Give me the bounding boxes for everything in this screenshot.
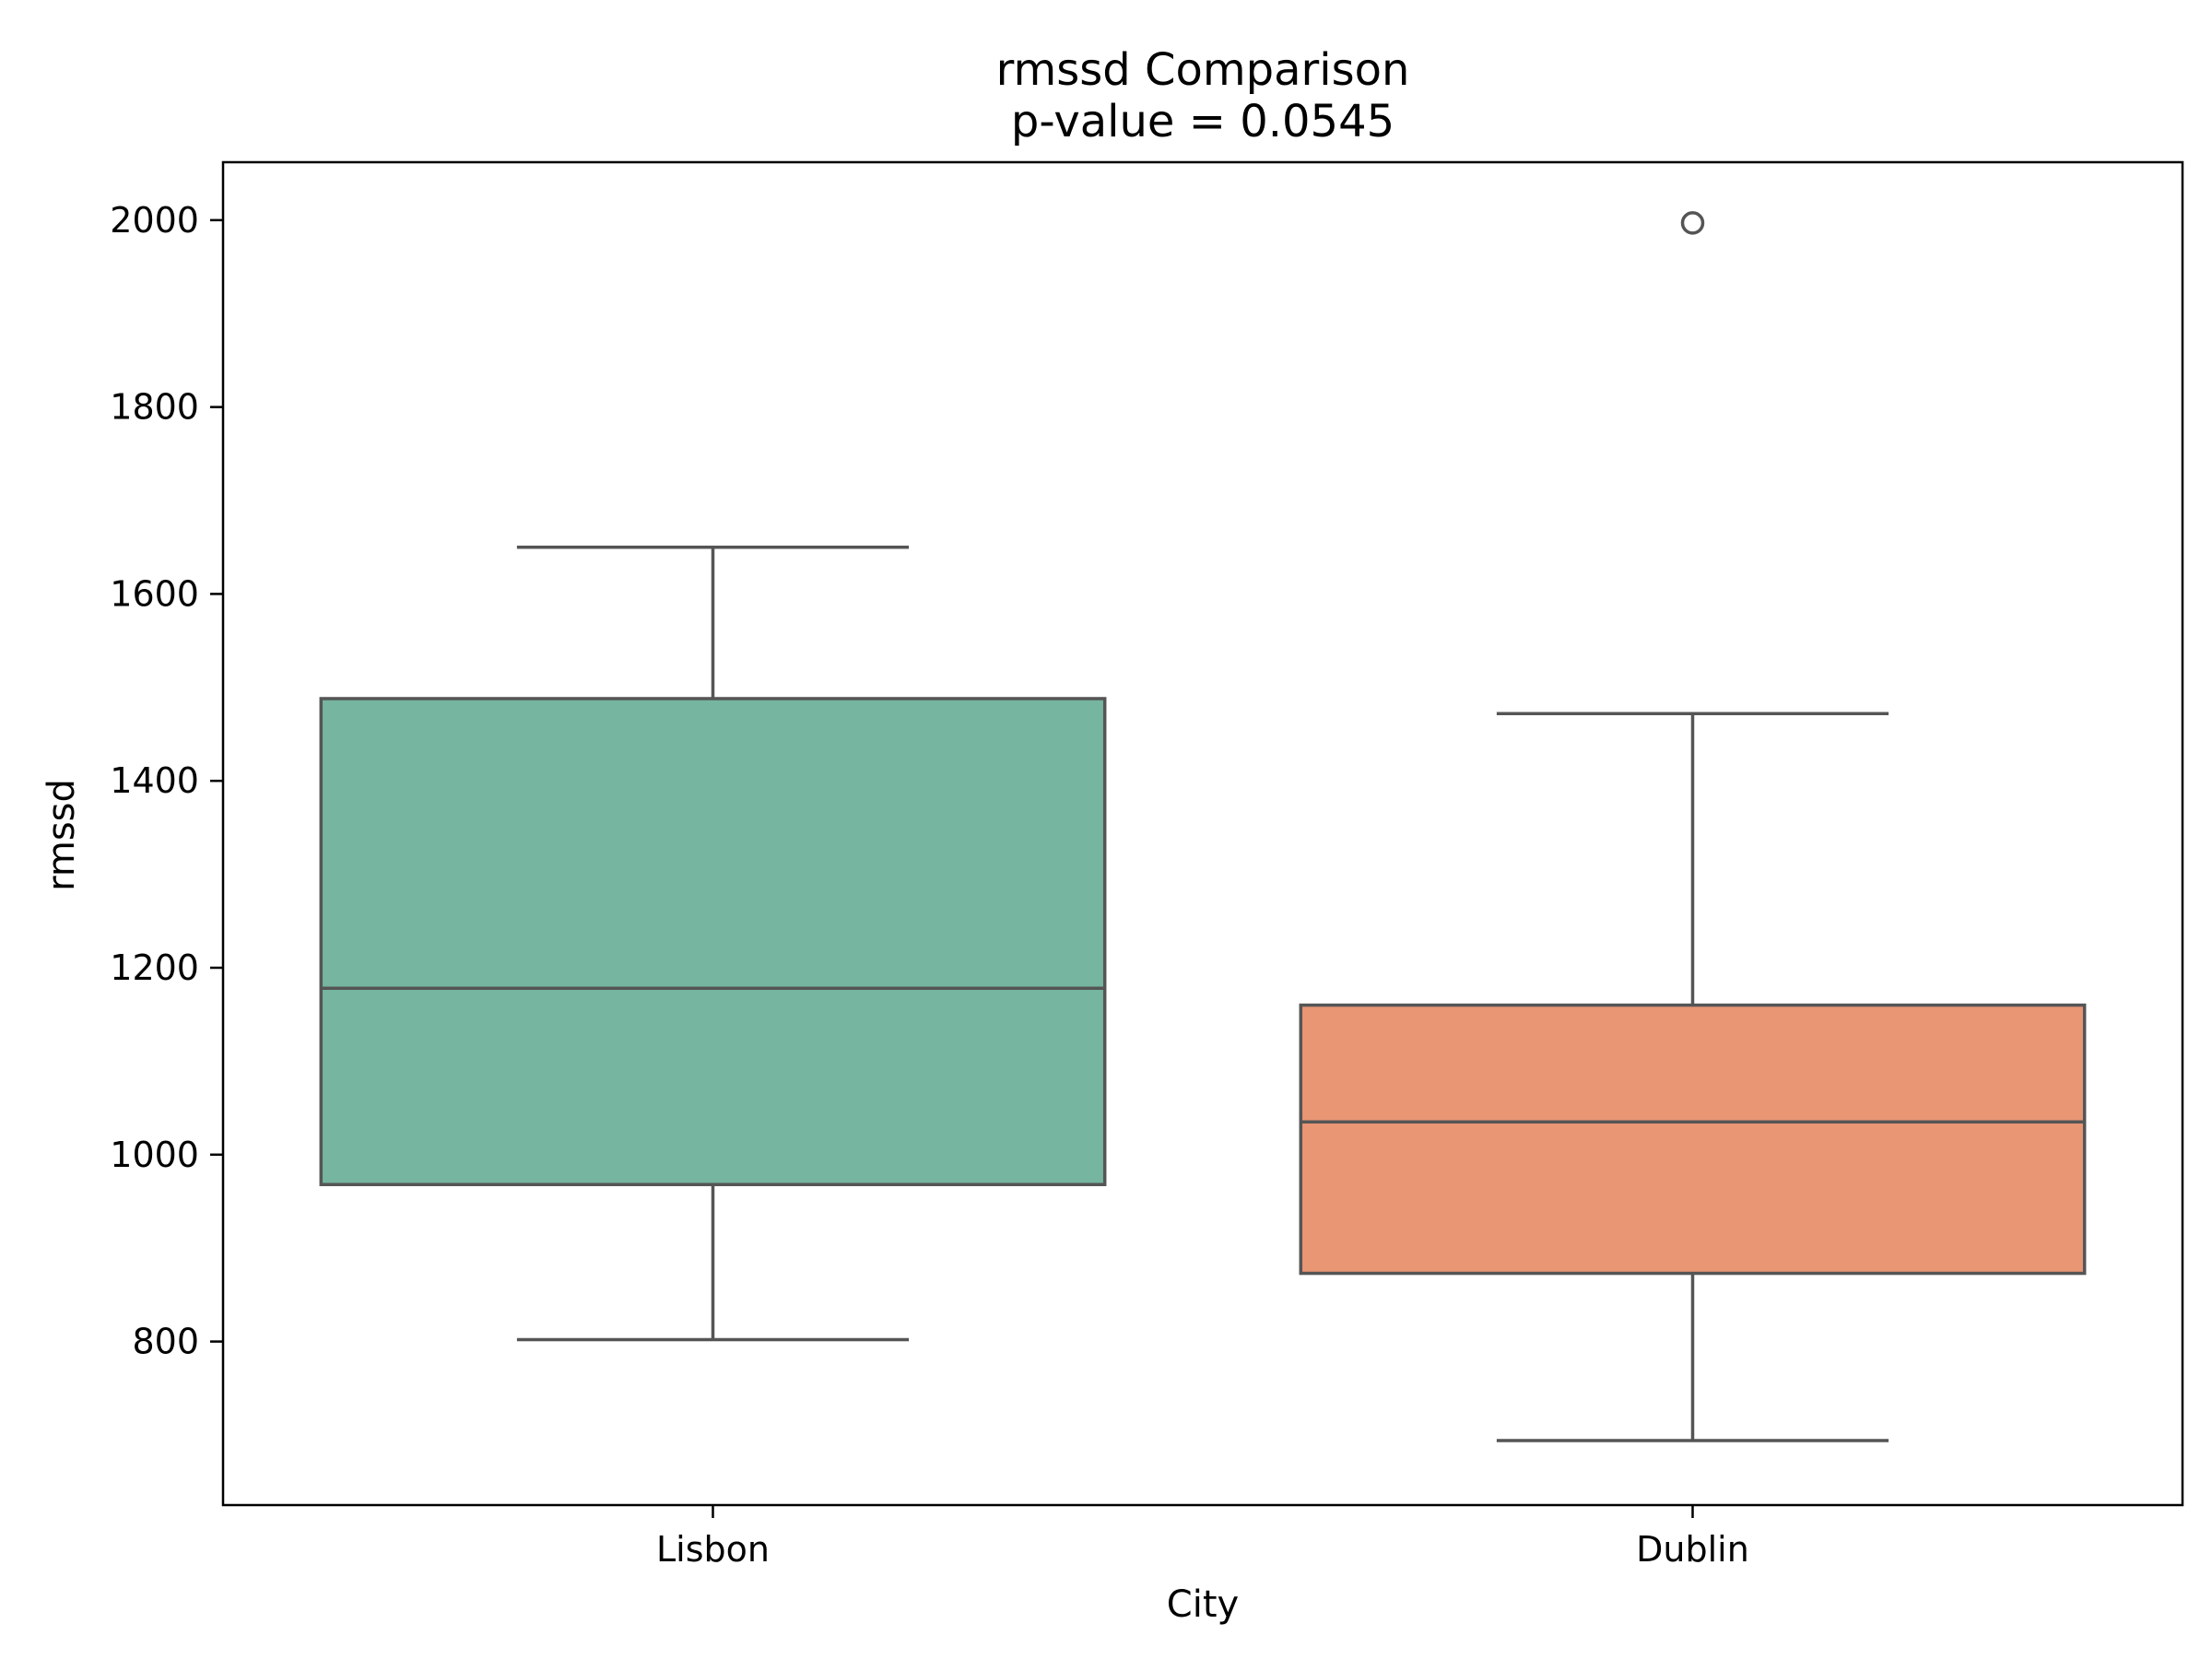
chart-title: rmssd Comparison (996, 44, 1410, 96)
y-tick-label: 1400 (110, 760, 199, 801)
y-tick-label: 1600 (110, 573, 199, 614)
iqr-box (1299, 1003, 2087, 1276)
y-tick-label: 2000 (110, 200, 199, 241)
y-tick-label: 1000 (110, 1135, 199, 1175)
x-tick-label: Lisbon (656, 1529, 770, 1570)
boxes-layer (319, 211, 2087, 1442)
y-tick-label: 1200 (110, 947, 199, 988)
box-group-dublin (1299, 211, 2087, 1442)
outlier-point (1680, 211, 1705, 235)
x-tick-label: Dublin (1636, 1529, 1749, 1570)
iqr-box (319, 697, 1107, 1186)
plot-frame (221, 160, 2184, 1507)
x-axis-ticks: Lisbon Dublin (656, 1505, 1749, 1570)
y-axis-label: rmssd (41, 779, 83, 891)
x-axis-label: City (1167, 1583, 1239, 1626)
y-axis-ticks: 800 1000 1200 1400 1600 1800 2000 (110, 200, 223, 1362)
chart-subtitle: p-value = 0.0545 (1011, 96, 1394, 147)
box-group-lisbon (319, 545, 1107, 1342)
y-tick-label: 1800 (110, 387, 199, 428)
y-tick-label: 800 (132, 1322, 199, 1362)
